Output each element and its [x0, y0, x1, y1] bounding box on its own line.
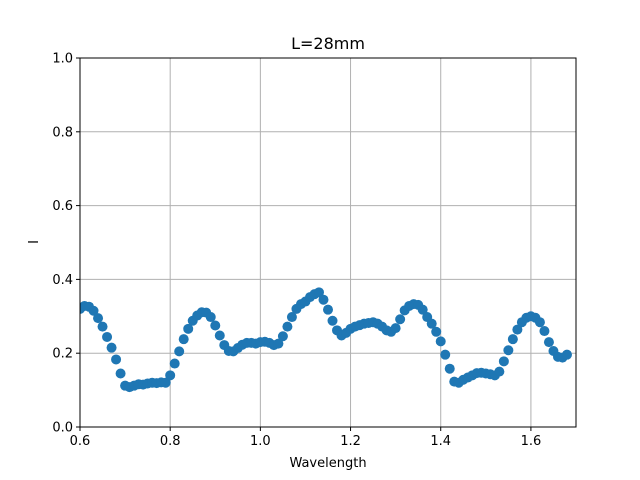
data-point [102, 331, 113, 342]
data-point [440, 349, 451, 360]
data-point [169, 358, 180, 369]
data-point [111, 354, 122, 365]
y-tick-label: 0.2 [52, 347, 73, 362]
data-point [512, 324, 523, 335]
data-point [205, 312, 216, 323]
data-point [273, 338, 284, 349]
data-point [214, 330, 225, 341]
data-point [93, 313, 104, 324]
y-tick-label: 0.6 [52, 199, 73, 214]
x-tick-label: 1.4 [430, 434, 451, 449]
data-point [313, 287, 324, 298]
data-point [174, 346, 185, 357]
x-axis-label: Wavelength [289, 456, 366, 471]
data-point [160, 377, 171, 388]
data-point [534, 317, 545, 328]
y-tick-label: 0.0 [52, 421, 73, 436]
data-point [498, 356, 509, 367]
x-tick-label: 1.6 [521, 434, 542, 449]
data-point [435, 336, 446, 347]
data-point [323, 304, 333, 315]
data-point [444, 363, 455, 374]
x-tick-label: 1.2 [340, 434, 361, 449]
x-tick-label: 0.8 [160, 434, 181, 449]
data-point [507, 334, 518, 345]
data-point [426, 318, 437, 329]
data-point [282, 321, 293, 332]
axis-ticks: 0.6 0.8 1.0 1.2 1.4 1.6 0.0 0.2 0.4 0.6 0.8 1.0 [52, 52, 541, 450]
data-point [165, 370, 176, 381]
x-tick-label: 1.0 [250, 434, 271, 449]
data-point [494, 366, 505, 377]
data-point [543, 337, 554, 348]
data-point [88, 305, 99, 316]
data-point [115, 368, 126, 379]
data-point [561, 349, 572, 360]
data-point [431, 326, 442, 337]
data-points [80, 287, 572, 393]
chart-title: L=28mm [291, 34, 365, 53]
y-tick-label: 0.4 [52, 273, 73, 288]
data-point [503, 345, 514, 356]
data-point [417, 304, 428, 315]
data-point [97, 321, 108, 332]
y-tick-label: 1.0 [52, 52, 73, 67]
data-point [395, 314, 406, 325]
y-tick-label: 0.8 [52, 125, 73, 140]
data-point [318, 294, 329, 305]
data-point [286, 312, 297, 323]
data-point [210, 320, 221, 331]
plot-frame [79, 57, 577, 428]
data-point [178, 334, 189, 345]
data-point [183, 323, 194, 334]
data-point [106, 342, 117, 353]
data-point [539, 326, 550, 337]
data-point [327, 315, 338, 326]
data-point [277, 331, 288, 342]
data-point [390, 323, 401, 334]
y-axis-label: I [27, 240, 42, 244]
x-tick-label: 0.6 [70, 434, 91, 449]
